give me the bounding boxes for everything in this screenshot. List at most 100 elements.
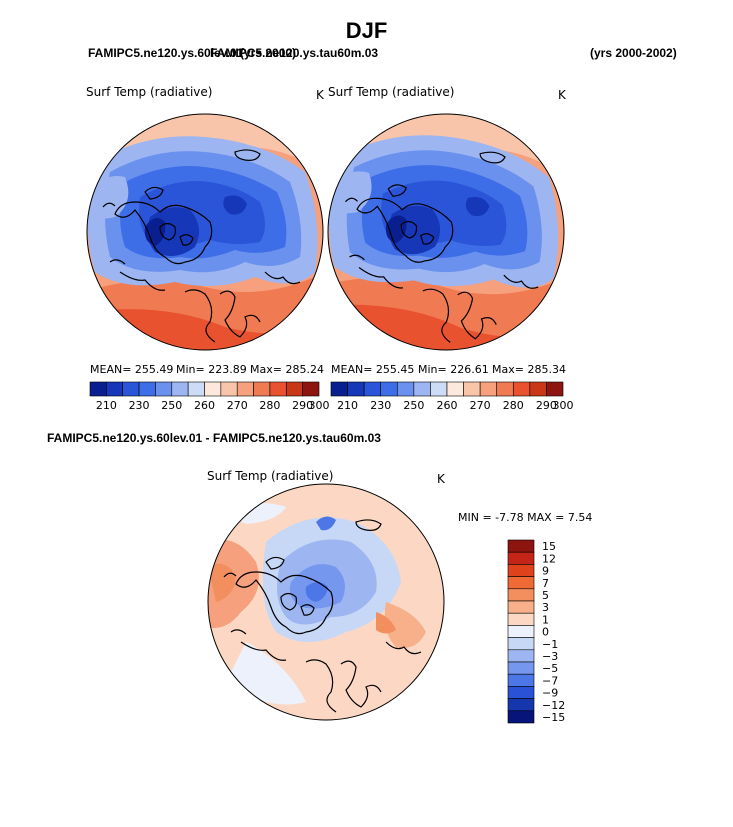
colorbar-cell [269,381,287,397]
panel2-variable: Surf Temp (radiative) [328,85,455,99]
colorbar-cell [347,381,365,397]
colorbar-tick-label: 3 [542,601,549,614]
colorbar-cell [496,381,514,397]
colorbar-cell [507,588,535,602]
case-name-left: FAMIPC5.ne120.ys.60lev.01 [88,46,244,60]
case-name-right: FAMIPC5.ne120.ys.tau60m.03 [210,46,379,60]
colorbar-tick-label: 9 [542,565,549,578]
panel2-units: K [558,88,566,102]
colorbar-tick-label: 260 [437,399,458,412]
years-left: (yrs 2000) [240,46,297,60]
panel1-mean: MEAN= 255.49 [90,363,174,376]
colorbar-cell [507,612,535,626]
colorbar-tick-label: 300 [309,399,330,412]
season-title: DJF [345,18,388,43]
colorbar-tick-label: 1 [542,613,549,626]
colorbar-tick-label: 260 [194,399,215,412]
colorbar-cell [529,381,547,397]
colorbar-cell [236,381,254,397]
years-right: (yrs 2000-2002) [590,46,677,60]
colorbar-tick-label: 230 [370,399,391,412]
colorbar-tick-label: 12 [542,552,556,565]
colorbar-tick-label: 300 [553,399,574,412]
colorbar-tick-label: 250 [403,399,424,412]
colorbar-tick-label: 230 [129,399,150,412]
colorbar-cell [507,551,535,565]
colorbar-cell [507,661,535,675]
colorbar-cell [380,381,398,397]
colorbar-cell [507,576,535,590]
colorbar-tick-label: 7 [542,577,549,590]
panel3-units: K [437,472,445,486]
colorbar-cell [396,381,415,397]
colorbar-cell [253,381,271,397]
map-panel-2-border [327,113,565,351]
panel1-min: Min= 223.89 [176,363,247,376]
colorbar-tick-label: −1 [542,638,558,651]
diff-title: FAMIPC5.ne120.ys.60lev.01 - FAMIPC5.ne12… [47,431,381,445]
colorbar-cell [507,637,535,651]
colorbar-tick-label: 290 [536,399,557,412]
panel2-min: Min= 226.61 [418,363,489,376]
colorbar-cell [138,381,156,397]
colorbar-tick-label: 210 [96,399,117,412]
colorbar-cell [413,381,431,397]
colorbar-cell [546,381,564,397]
colorbar-tick-label: 280 [503,399,524,412]
colorbar-cell [507,649,535,663]
colorbar-tick-label: −15 [542,711,565,724]
colorbar-tick-label: 270 [227,399,248,412]
colorbar-cell [507,698,535,712]
colorbar-cell [507,710,535,724]
map-panel-1 [87,114,323,350]
colorbar-tick-label: 0 [542,626,549,639]
colorbar-cell [89,381,107,397]
colorbar-cell [187,381,205,397]
map-panel-3 [208,484,444,720]
colorbar-cell [507,673,535,687]
colorbar-tick-label: −12 [542,699,565,712]
map-panel-3-border [207,483,445,721]
colorbar-cell [512,381,531,397]
colorbar-tick-label: 210 [337,399,358,412]
panel1-units: K [316,88,324,102]
panel1-max: Max= 285.24 [250,363,324,376]
colorbar-tick-label: 250 [161,399,182,412]
colorbar-cell [479,381,498,397]
colorbar-cell [171,381,189,397]
colorbar-cell [106,381,124,397]
colorbar-tick-label: −5 [542,662,558,675]
colorbar-cell [285,381,303,397]
colorbar-tick-label: −9 [542,687,558,700]
map-panel-1-border [86,113,324,351]
colorbar-cell [507,686,535,699]
panel3-minmax: MIN = -7.78 MAX = 7.54 [458,511,593,524]
colorbar-cell [122,381,140,397]
colorbar-tick-label: 290 [292,399,313,412]
colorbar-cell [220,381,238,397]
colorbar-cell [507,600,535,614]
panel1-variable: Surf Temp (radiative) [86,85,213,99]
panel3-variable: Surf Temp (radiative) [207,469,334,483]
colorbar-cell [507,539,535,553]
colorbar-cell [430,381,448,397]
map-panel-2 [328,114,564,350]
colorbar-tick-label: −3 [542,650,558,663]
colorbar-cell [463,381,481,397]
colorbar-tick-label: 5 [542,589,549,602]
colorbar-cell [446,381,464,397]
colorbar-tick-label: −7 [542,674,558,687]
panel2-mean: MEAN= 255.45 [331,363,415,376]
colorbar-tick-label: 280 [259,399,280,412]
colorbar-cell [302,381,320,397]
colorbar-cell [363,381,382,397]
colorbar-cell [204,381,222,397]
colorbar-tick-label: 15 [542,540,556,553]
colorbar-tick-label: 270 [470,399,491,412]
panel2-max: Max= 285.34 [492,363,566,376]
colorbar-cell [507,564,535,577]
